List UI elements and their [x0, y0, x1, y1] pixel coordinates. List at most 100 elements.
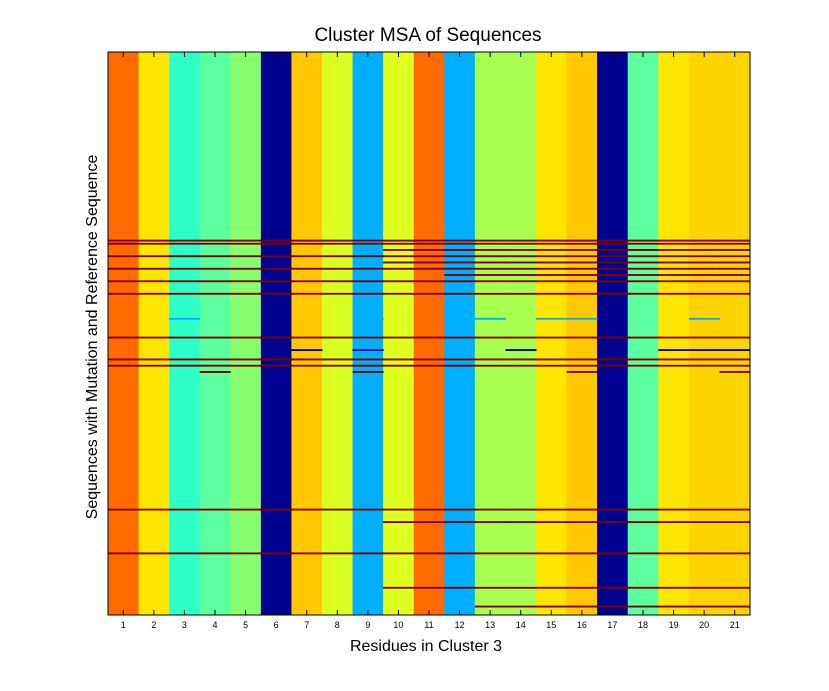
- variant-cell: [444, 249, 476, 251]
- x-tick-label: 5: [243, 620, 248, 630]
- x-tick-label: 16: [577, 620, 587, 630]
- variant-cell: [291, 552, 323, 555]
- variant-cell: [658, 292, 690, 295]
- variant-cell: [597, 239, 629, 242]
- column-21: [719, 52, 751, 615]
- variant-cell: [474, 239, 506, 242]
- variant-cell: [658, 267, 690, 270]
- variant-cell: [474, 274, 506, 276]
- variant-cell: [444, 239, 476, 242]
- variant-cell: [352, 508, 384, 511]
- column-6: [260, 52, 292, 615]
- variant-cell: [260, 239, 292, 242]
- variant-cell: [474, 249, 506, 251]
- variant-cell: [352, 280, 384, 283]
- variant-cell: [597, 242, 629, 245]
- variant-cell: [719, 605, 751, 608]
- variant-cell: [719, 358, 751, 361]
- variant-cell: [627, 255, 659, 258]
- variant-cell: [474, 280, 506, 283]
- variant-cell: [536, 292, 568, 295]
- variant-cell: [108, 239, 140, 242]
- variant-cell: [505, 249, 537, 251]
- variant-cell: [383, 255, 415, 258]
- variant-cell: [688, 249, 720, 251]
- variant-cell: [169, 552, 201, 555]
- variant-cell: [230, 242, 262, 245]
- variant-cell: [536, 255, 568, 258]
- variant-cell: [658, 586, 690, 589]
- variant-cell: [566, 317, 598, 320]
- variant-cell: [260, 364, 292, 367]
- variant-cell: [719, 255, 751, 258]
- variant-cell: [352, 336, 384, 339]
- variant-cell: [719, 239, 751, 242]
- variant-cell: [444, 242, 476, 245]
- variant-cell: [474, 358, 506, 361]
- variant-cell: [658, 242, 690, 245]
- variant-cell: [658, 261, 690, 264]
- variant-cell: [536, 261, 568, 264]
- variant-cell: [291, 508, 323, 511]
- variant-cell: [413, 261, 445, 264]
- variant-cell: [566, 274, 598, 276]
- variant-cell: [627, 521, 659, 524]
- variant-cell: [169, 364, 201, 367]
- variant-cell: [352, 358, 384, 361]
- variant-cell: [627, 364, 659, 367]
- x-tick-label: 20: [699, 620, 709, 630]
- x-tick-label: 9: [365, 620, 370, 630]
- variant-cell: [383, 358, 415, 361]
- variant-cell: [413, 358, 445, 361]
- variant-cell: [566, 249, 598, 251]
- variant-cell: [199, 358, 231, 361]
- variant-cell: [597, 280, 629, 283]
- variant-cell: [444, 261, 476, 264]
- variant-cell: [322, 358, 354, 361]
- variant-cell: [383, 261, 415, 264]
- variant-cell: [444, 255, 476, 258]
- variant-cell: [260, 508, 292, 511]
- variant-cell: [566, 605, 598, 608]
- variant-cell: [566, 364, 598, 367]
- x-tick-label: 1: [121, 620, 126, 630]
- variant-cell: [291, 267, 323, 270]
- variant-cell: [199, 239, 231, 242]
- variant-cell: [230, 239, 262, 242]
- variant-cell: [413, 242, 445, 245]
- variant-cell: [169, 508, 201, 511]
- variant-cell: [138, 242, 170, 245]
- x-tick-label: 21: [730, 620, 740, 630]
- x-tick-label: 6: [274, 620, 279, 630]
- variant-cell: [169, 255, 201, 258]
- variant-cell: [108, 336, 140, 339]
- variant-cell: [597, 605, 629, 608]
- variant-cell: [169, 317, 201, 320]
- variant-cell: [505, 280, 537, 283]
- variant-cell: [108, 242, 140, 245]
- heatmap-plot-area: [108, 52, 751, 615]
- variant-cell: [566, 239, 598, 242]
- variant-cell: [536, 336, 568, 339]
- variant-cell: [474, 605, 506, 608]
- variant-cell: [383, 280, 415, 283]
- variant-cell: [505, 274, 537, 276]
- x-axis-ticks: 1 2 3 4 5 6 7 8 9 10 11 12 13 14 15 16 17 18 19 20 21: [121, 52, 740, 630]
- variant-cell: [658, 605, 690, 608]
- variant-cell: [505, 255, 537, 258]
- x-tick-label: 15: [546, 620, 556, 630]
- variant-cell: [719, 586, 751, 589]
- variant-cell: [169, 292, 201, 295]
- variant-cell: [444, 364, 476, 367]
- variant-cell: [566, 255, 598, 258]
- variant-cell: [352, 371, 384, 373]
- x-tick-label: 17: [607, 620, 617, 630]
- variant-cell: [260, 242, 292, 245]
- variant-cell: [108, 508, 140, 511]
- variant-cell: [688, 274, 720, 276]
- variant-cell: [230, 255, 262, 258]
- variant-cell: [352, 267, 384, 270]
- variant-cell: [108, 292, 140, 295]
- variant-cell: [627, 267, 659, 270]
